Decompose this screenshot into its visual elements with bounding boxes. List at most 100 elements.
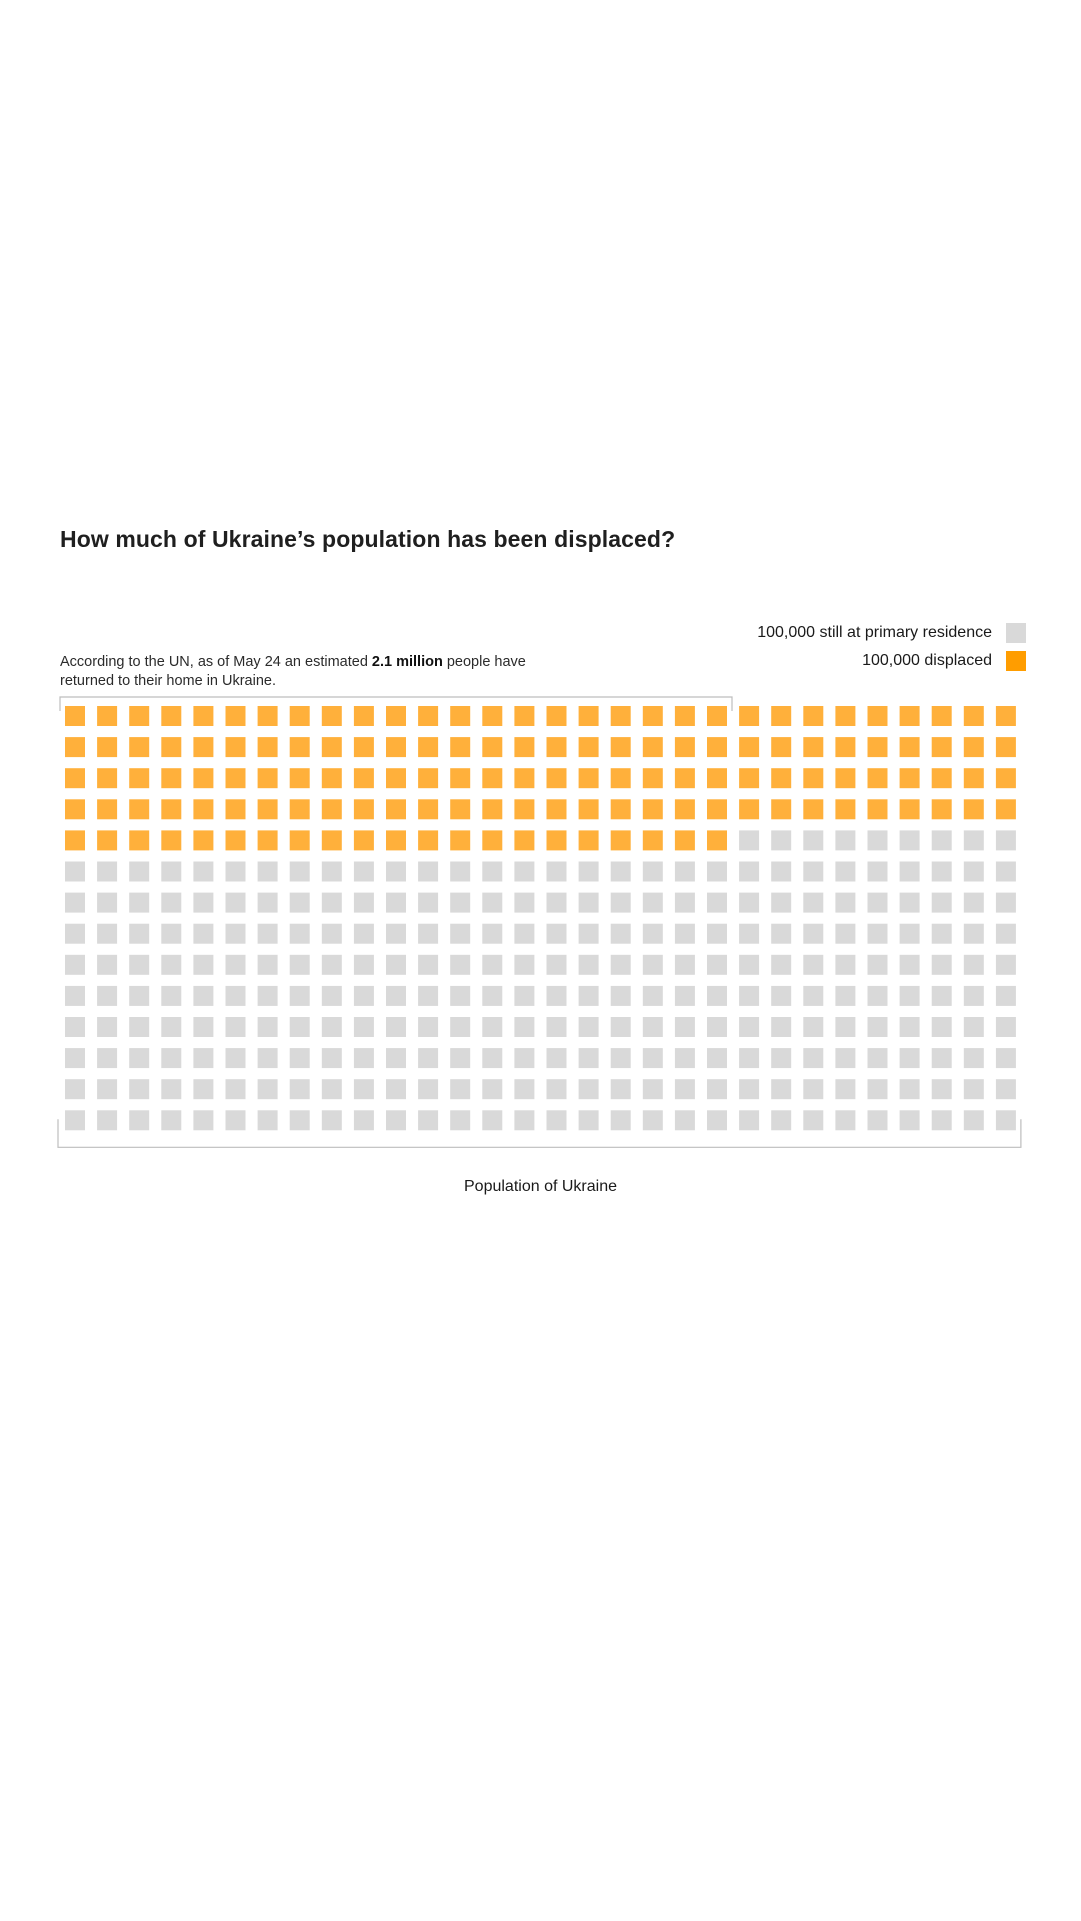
waffle-cell-residence [161, 1017, 182, 1037]
waffle-cell-residence [803, 1110, 824, 1131]
waffle-cell-displaced [225, 768, 246, 789]
waffle-cell-displaced [835, 768, 856, 789]
waffle-cell-residence [771, 861, 792, 882]
waffle-cell-residence [931, 985, 952, 1006]
waffle-cell-displaced [65, 706, 85, 726]
waffle-cell-residence [225, 1079, 246, 1100]
waffle-cell-displaced [97, 799, 118, 820]
waffle-cell-displaced [97, 737, 118, 758]
waffle-cell-displaced [963, 737, 984, 758]
waffle-cell-displaced [257, 830, 278, 851]
waffle-cell-displaced [514, 737, 535, 758]
waffle-cell-residence [65, 954, 85, 975]
waffle-cell-residence [289, 1017, 310, 1037]
waffle-cell-residence [321, 1017, 342, 1037]
waffle-cell-residence [129, 892, 150, 913]
waffle-cell-displaced [225, 737, 246, 758]
waffle-cell-residence [803, 1079, 824, 1100]
waffle-cell-residence [835, 861, 856, 882]
waffle-cell-residence [931, 1017, 952, 1037]
waffle-cell-residence [707, 954, 727, 975]
waffle-cell-residence [963, 1079, 984, 1100]
waffle-cell-residence [193, 892, 214, 913]
waffle-cell-residence [546, 892, 567, 913]
waffle-cell-residence [963, 954, 984, 975]
waffle-cell-displaced [257, 706, 278, 726]
waffle-cell-residence [321, 1048, 342, 1069]
waffle-cell-residence [899, 1079, 920, 1100]
waffle-cell-residence [418, 923, 439, 944]
waffle-cell-residence [578, 1110, 599, 1131]
waffle-cell-residence [482, 1110, 503, 1131]
waffle-cell-residence [129, 954, 150, 975]
waffle-cell-residence [514, 1017, 535, 1037]
waffle-cell-displaced [931, 768, 952, 789]
waffle-cell-displaced [353, 706, 374, 726]
waffle-cell-residence [674, 923, 695, 944]
waffle-cell-displaced [289, 799, 310, 820]
waffle-cell-residence [353, 892, 374, 913]
waffle-cell-residence [995, 892, 1016, 913]
waffle-cell-residence [546, 954, 567, 975]
waffle-cell-residence [931, 892, 952, 913]
waffle-cell-residence [450, 861, 471, 882]
waffle-cell-displaced [321, 768, 342, 789]
waffle-cell-residence [418, 1048, 439, 1069]
waffle-cell-residence [867, 861, 888, 882]
waffle-cell-residence [835, 923, 856, 944]
waffle-cell-residence [450, 892, 471, 913]
waffle-cell-residence [931, 923, 952, 944]
waffle-cell-displaced [803, 768, 824, 789]
waffle-cell-residence [963, 892, 984, 913]
waffle-cell-residence [867, 1079, 888, 1100]
waffle-cell-displaced [931, 706, 952, 726]
waffle-cell-residence [707, 861, 727, 882]
waffle-cell-displaced [867, 706, 888, 726]
waffle-cell-displaced [803, 799, 824, 820]
waffle-cell-displaced [386, 799, 406, 820]
waffle-cell-residence [225, 1017, 246, 1037]
waffle-cell-residence [65, 923, 85, 944]
waffle-cell-residence [514, 1079, 535, 1100]
waffle-cell-displaced [899, 799, 920, 820]
waffle-cell-displaced [482, 737, 503, 758]
waffle-cell-displaced [899, 768, 920, 789]
waffle-cell-displaced [995, 768, 1016, 789]
waffle-cell-residence [418, 1110, 439, 1131]
waffle-cell-displaced [803, 737, 824, 758]
waffle-cell-displaced [65, 737, 85, 758]
waffle-cell-displaced [386, 737, 406, 758]
waffle-cell-displaced [289, 706, 310, 726]
waffle-cell-residence [450, 985, 471, 1006]
waffle-cell-residence [803, 892, 824, 913]
waffle-cell-displaced [995, 799, 1016, 820]
waffle-cell-residence [418, 1017, 439, 1037]
waffle-cell-residence [610, 923, 631, 944]
waffle-cell-residence [289, 985, 310, 1006]
waffle-cell-residence [129, 985, 150, 1006]
waffle-cell-residence [867, 830, 888, 851]
waffle-cell-residence [546, 1079, 567, 1100]
waffle-cell-residence [739, 985, 760, 1006]
waffle-cell-residence [931, 1048, 952, 1069]
waffle-cell-residence [610, 954, 631, 975]
waffle-cell-residence [578, 892, 599, 913]
waffle-cell-residence [129, 923, 150, 944]
waffle-cell-residence [739, 954, 760, 975]
waffle-cell-residence [578, 985, 599, 1006]
waffle-cell-residence [514, 954, 535, 975]
waffle-cell-residence [707, 892, 727, 913]
waffle-cell-residence [257, 861, 278, 882]
population-bracket [57, 1119, 1022, 1148]
waffle-cell-displaced [546, 830, 567, 851]
waffle-cell-residence [739, 1048, 760, 1069]
waffle-cell-displaced [289, 830, 310, 851]
waffle-cell-residence [97, 1017, 118, 1037]
waffle-cell-displaced [450, 830, 471, 851]
waffle-cell-residence [707, 923, 727, 944]
waffle-cell-residence [803, 954, 824, 975]
waffle-cell-residence [193, 1048, 214, 1069]
waffle-cell-residence [321, 923, 342, 944]
waffle-cell-residence [386, 923, 406, 944]
